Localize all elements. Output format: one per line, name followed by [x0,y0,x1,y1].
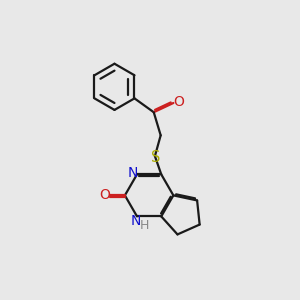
Text: H: H [140,219,149,232]
Text: O: O [99,188,110,203]
Text: N: N [131,214,141,229]
Text: N: N [127,166,138,180]
Text: S: S [152,150,161,165]
Text: O: O [173,94,184,109]
